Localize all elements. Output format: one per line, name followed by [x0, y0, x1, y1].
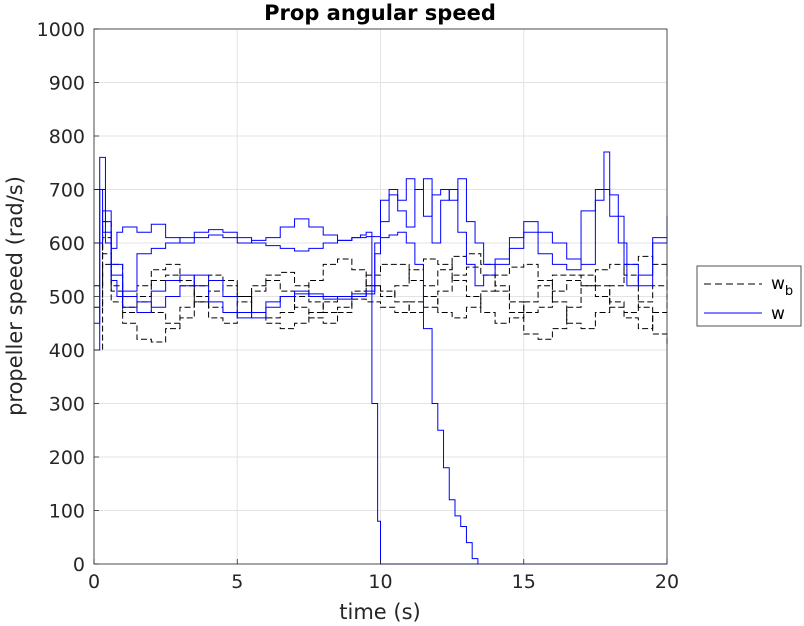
- x-tick-label: 0: [88, 571, 100, 593]
- data-lines: [94, 151, 668, 565]
- series-w-line-5: [94, 189, 667, 565]
- y-axis-title: propeller speed (rad/s): [3, 176, 27, 416]
- legend: wb w: [696, 265, 802, 327]
- series-wb-line-3: [94, 263, 668, 330]
- y-tick-label: 400: [49, 340, 85, 362]
- y-tick-label: 100: [49, 501, 85, 523]
- legend-box: [696, 265, 802, 327]
- x-axis-title: time (s): [339, 600, 420, 624]
- legend-label-wb-main: w: [771, 274, 785, 294]
- legend-label-wb: wb: [771, 274, 793, 299]
- y-tick-label: 200: [49, 447, 85, 469]
- y-ticks: 0 100 200 300 400 500 600 700 800 900 1000: [37, 19, 99, 576]
- x-ticks: 0 5 10 15 20: [88, 559, 679, 593]
- x-tick-label: 5: [231, 571, 243, 593]
- y-tick-label: 0: [73, 554, 85, 576]
- y-tick-label: 600: [49, 233, 85, 255]
- chart-title: Prop angular speed: [264, 1, 496, 25]
- y-tick-label: 800: [49, 126, 85, 148]
- y-tick-label: 500: [49, 287, 85, 309]
- legend-label-w: w: [771, 304, 785, 324]
- y-tick-label: 300: [49, 394, 85, 416]
- series-wb-line-2: [94, 242, 668, 324]
- x-tick-label: 20: [655, 571, 679, 593]
- y-tick-label: 700: [49, 180, 85, 202]
- x-tick-label: 15: [512, 571, 536, 593]
- series-wb-line-1: [94, 221, 668, 330]
- y-tick-label: 900: [49, 73, 85, 95]
- series-w-line-7: [94, 151, 668, 319]
- legend-label-wb-sub: b: [785, 284, 793, 299]
- y-tick-label: 1000: [37, 19, 85, 41]
- x-tick-label: 10: [368, 571, 392, 593]
- series-wb-line-0: [94, 237, 668, 351]
